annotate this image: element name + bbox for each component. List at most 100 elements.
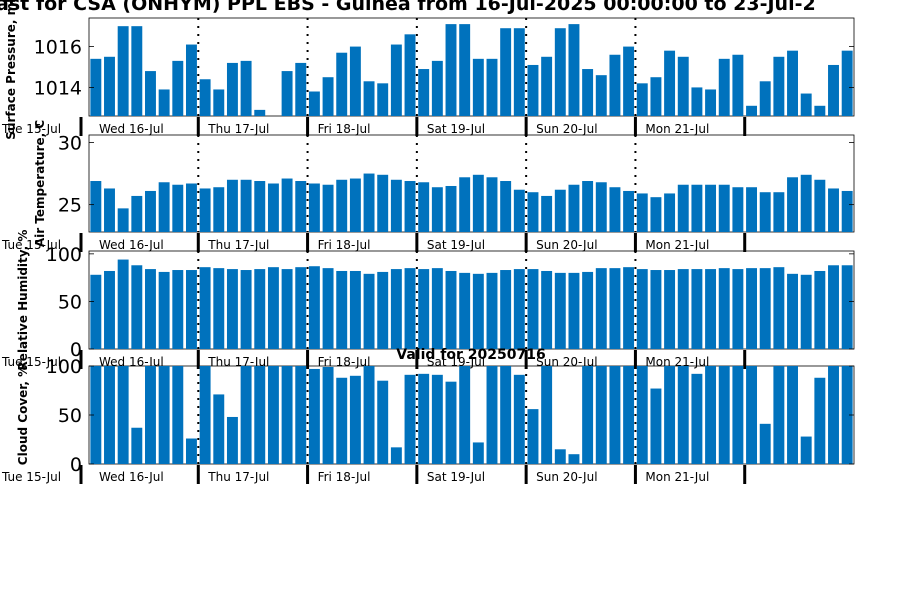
data-bar bbox=[828, 265, 839, 349]
plot-frame bbox=[88, 17, 855, 117]
data-bar bbox=[336, 52, 348, 116]
data-bar bbox=[158, 182, 170, 232]
data-bar bbox=[732, 269, 744, 349]
data-bar bbox=[281, 366, 293, 464]
data-bar bbox=[841, 50, 853, 116]
data-bar bbox=[145, 366, 156, 464]
data-bar bbox=[404, 181, 416, 232]
data-bar bbox=[814, 105, 826, 116]
data-bar bbox=[609, 187, 621, 232]
data-bar bbox=[582, 181, 594, 232]
data-bar bbox=[459, 177, 471, 232]
data-bar bbox=[787, 177, 798, 232]
data-bar bbox=[308, 91, 320, 116]
data-bar bbox=[185, 270, 197, 349]
data-bar bbox=[718, 366, 730, 464]
data-bar bbox=[595, 75, 607, 116]
data-bar bbox=[349, 178, 361, 232]
data-bar bbox=[117, 26, 129, 117]
data-bar bbox=[664, 270, 676, 349]
x-day-label: Sat 19-Jul bbox=[427, 470, 485, 484]
data-bar bbox=[500, 181, 512, 232]
data-bar bbox=[486, 366, 498, 464]
data-bar bbox=[377, 271, 389, 349]
data-bar bbox=[718, 58, 730, 116]
data-bar bbox=[199, 267, 211, 349]
data-bar bbox=[349, 270, 361, 349]
data-bar bbox=[595, 366, 607, 464]
data-bar bbox=[226, 179, 238, 232]
data-bar bbox=[267, 366, 279, 464]
x-day-label: Mon 21-Jul bbox=[645, 238, 709, 252]
data-bar bbox=[568, 272, 580, 349]
data-bar bbox=[472, 442, 484, 464]
data-bar bbox=[172, 270, 184, 349]
data-bar bbox=[459, 366, 471, 464]
data-bar bbox=[841, 366, 853, 464]
data-bar bbox=[281, 178, 293, 232]
x-day-label: Sun 20-Jul bbox=[536, 470, 597, 484]
data-bar bbox=[158, 271, 170, 349]
x-day-label: Wed 16-Jul bbox=[99, 122, 164, 136]
y-tick-label: 50 bbox=[58, 405, 82, 427]
data-bar bbox=[814, 179, 826, 232]
data-bar bbox=[131, 195, 143, 232]
data-bar bbox=[609, 54, 621, 116]
data-bar bbox=[705, 269, 717, 349]
y-tick-label: 100 bbox=[46, 356, 82, 378]
data-bar bbox=[295, 366, 307, 464]
data-bar bbox=[636, 269, 648, 349]
y-tick-label: 50 bbox=[58, 291, 82, 313]
data-bar bbox=[691, 269, 703, 349]
data-bar bbox=[677, 269, 689, 349]
data-bar bbox=[650, 270, 662, 349]
data-bar bbox=[650, 77, 662, 116]
data-bar bbox=[363, 81, 375, 116]
data-bar bbox=[431, 187, 443, 232]
y-tick-label: 30 bbox=[58, 132, 82, 154]
data-bar bbox=[691, 373, 703, 464]
x-day-label: Sun 20-Jul bbox=[536, 122, 597, 136]
data-bar bbox=[336, 270, 348, 349]
data-bar bbox=[145, 71, 156, 116]
data-bar bbox=[773, 192, 785, 232]
data-bar bbox=[349, 375, 361, 464]
data-bar bbox=[240, 366, 252, 464]
data-bar bbox=[650, 388, 662, 464]
data-bar bbox=[213, 89, 225, 116]
data-bar bbox=[418, 373, 430, 464]
data-bar bbox=[718, 184, 730, 232]
data-bar bbox=[445, 185, 457, 232]
data-bar bbox=[732, 54, 744, 116]
data-bar bbox=[240, 270, 252, 349]
data-bar bbox=[145, 269, 156, 349]
data-bar bbox=[267, 183, 279, 232]
x-day-label: Wed 16-Jul bbox=[99, 238, 164, 252]
data-bar bbox=[814, 270, 826, 349]
data-bar bbox=[158, 366, 170, 464]
data-bar bbox=[486, 58, 498, 116]
data-bar bbox=[677, 56, 689, 116]
data-bar bbox=[677, 184, 689, 232]
data-bar bbox=[418, 182, 430, 232]
data-bar bbox=[90, 181, 102, 232]
data-bar bbox=[104, 188, 115, 232]
data-bar bbox=[568, 454, 580, 464]
data-bar bbox=[636, 366, 648, 464]
data-bar bbox=[172, 60, 184, 116]
data-bar bbox=[732, 187, 744, 232]
data-bar bbox=[418, 269, 430, 349]
data-bar bbox=[117, 366, 129, 464]
data-bar bbox=[213, 187, 225, 232]
data-bar bbox=[841, 190, 853, 232]
data-bar bbox=[431, 60, 443, 116]
data-bar bbox=[609, 366, 621, 464]
data-bar bbox=[295, 181, 307, 232]
data-bar bbox=[800, 274, 812, 349]
data-bar bbox=[500, 28, 512, 116]
x-start-label: Tue 15-Jul bbox=[1, 355, 61, 369]
data-bar bbox=[623, 267, 635, 349]
y-axis-label: Air Temperature, C bbox=[33, 120, 47, 248]
x-day-label: Fri 18-Jul bbox=[318, 355, 371, 369]
data-bar bbox=[773, 267, 785, 349]
